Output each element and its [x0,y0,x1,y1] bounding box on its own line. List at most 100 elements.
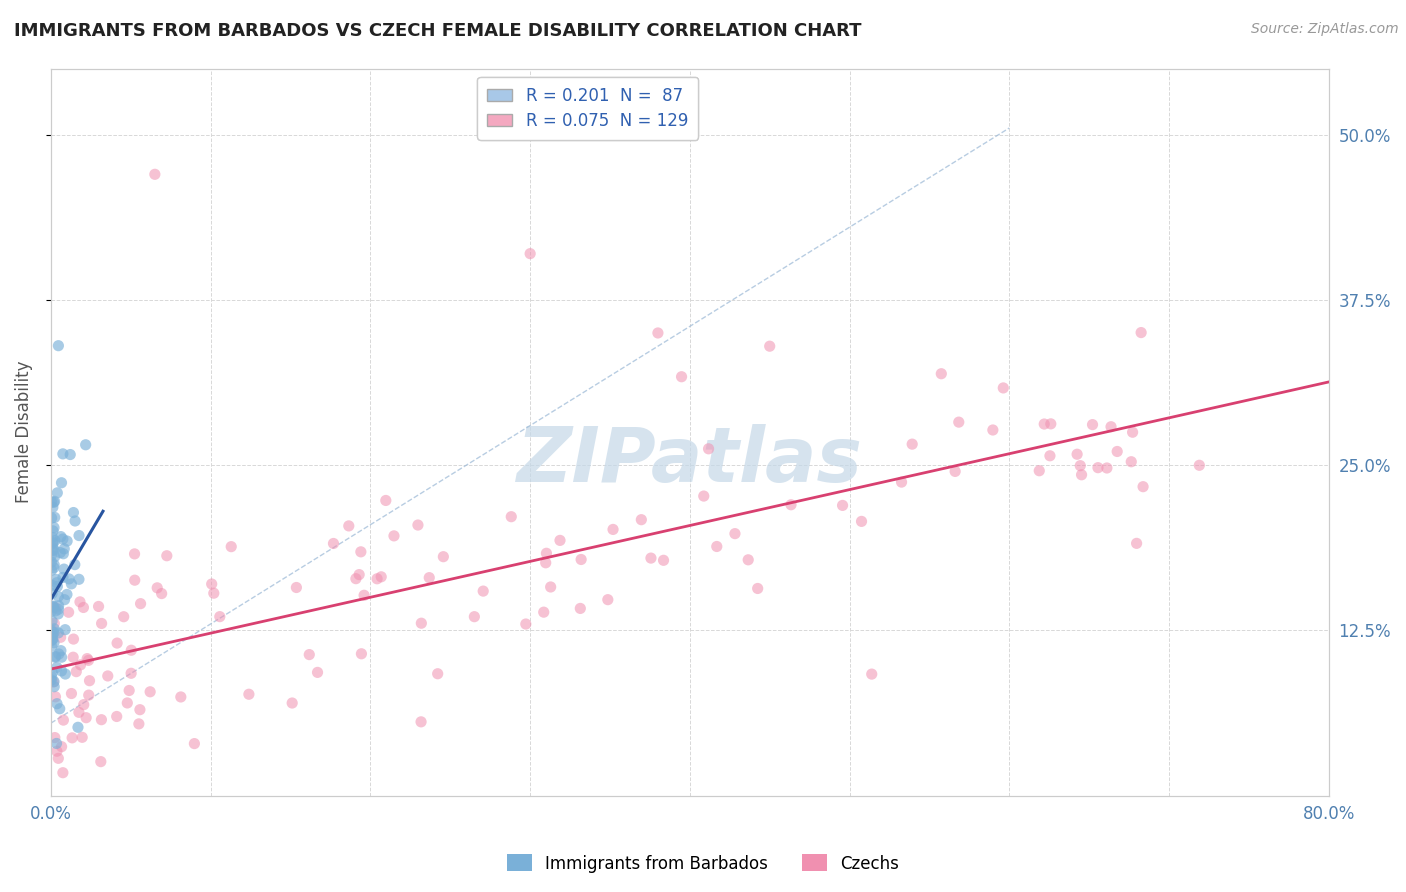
Point [981,423,1004,437]
Point [46,607,69,621]
Point [747,582,769,596]
Point [411,616,433,631]
Point [90,755,112,769]
Point [52,532,75,546]
Point [39,604,62,618]
Point [41,632,63,647]
Point [48,339,70,353]
Point [41,673,63,687]
Point [322,536,344,550]
Point [353,588,375,602]
Point [41,511,63,525]
Point [41,534,63,549]
Point [150,586,173,600]
Point [596,592,619,607]
Point [72,600,94,615]
Point [69,595,91,609]
Point [1188,458,1211,473]
Point [42,599,65,614]
Point [105,709,128,723]
Point [569,601,592,615]
Point [758,339,780,353]
Point [41,627,63,641]
Point [426,666,449,681]
Point [44,680,66,694]
Point [41,632,63,646]
Point [51,475,73,490]
Point [640,551,662,566]
Point [60,577,83,591]
Point [46,579,69,593]
Point [724,526,747,541]
Point [350,647,373,661]
Point [46,751,69,765]
Point [42,600,65,615]
Point [548,533,571,548]
Point [51,739,73,754]
Point [48,599,70,613]
Point [347,567,370,582]
Point [44,616,66,631]
Point [67,528,90,542]
Point [48,602,70,616]
Point [70,731,93,745]
Point [139,685,162,699]
Point [238,687,260,701]
Point [540,580,562,594]
Point [51,664,73,678]
Point [45,744,67,758]
Text: IMMIGRANTS FROM BARBADOS VS CZECH FEMALE DISABILITY CORRELATION CHART: IMMIGRANTS FROM BARBADOS VS CZECH FEMALE… [14,22,862,40]
Point [501,509,523,524]
Point [1122,425,1144,440]
Point [42,543,65,558]
Point [58,605,80,619]
Text: Source: ZipAtlas.com: Source: ZipAtlas.com [1251,22,1399,37]
Point [97,669,120,683]
Point [62,650,84,665]
Point [87,599,110,614]
Point [39,633,62,648]
Point [49,545,72,559]
Point [56,534,79,549]
Point [124,573,146,587]
Point [51,650,73,665]
Point [53,541,76,556]
Point [41,614,63,628]
Point [515,617,537,632]
Point [41,624,63,638]
Point [432,549,454,564]
Point [382,529,405,543]
Point [366,572,388,586]
Point [41,543,63,558]
Point [42,500,65,515]
Point [156,549,179,563]
Point [219,540,242,554]
Point [52,570,75,584]
Point [63,514,86,528]
Point [120,643,142,657]
Point [630,513,652,527]
Point [1132,480,1154,494]
Point [60,686,83,700]
Point [77,688,100,702]
Point [737,553,759,567]
Point [44,558,66,572]
Y-axis label: Female Disability: Female Disability [15,361,32,503]
Point [42,674,65,689]
Point [45,660,67,674]
Point [45,649,67,664]
Point [307,665,329,680]
Point [41,555,63,569]
Point [602,523,624,537]
Point [208,609,231,624]
Point [41,578,63,592]
Point [44,549,66,564]
Point [44,650,66,665]
Point [1069,458,1091,473]
Point [418,571,440,585]
Point [75,438,97,452]
Point [52,765,75,780]
Point [66,720,89,734]
Point [60,731,83,745]
Point [1125,536,1147,550]
